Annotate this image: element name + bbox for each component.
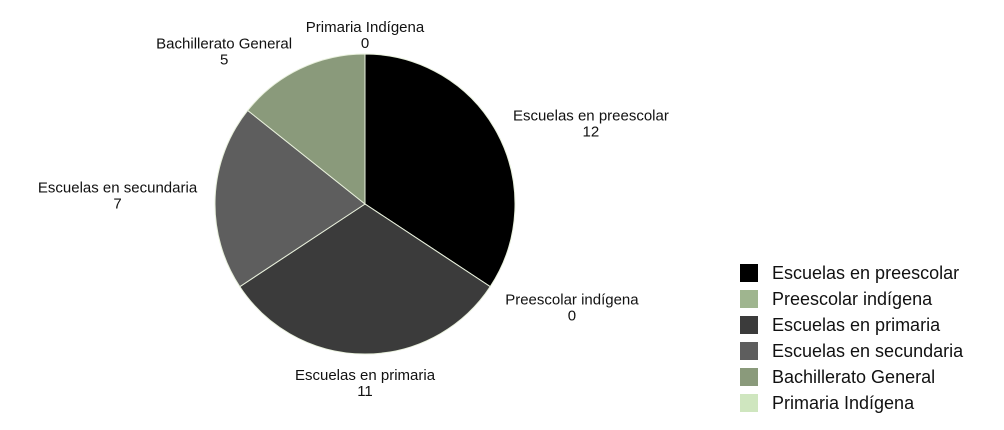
legend-swatch (740, 342, 758, 360)
pie-slice (247, 53, 366, 206)
legend-label: Escuelas en primaria (772, 315, 941, 335)
pie-slice (214, 109, 366, 288)
slice-category: Primaria Indígena (306, 19, 425, 36)
legend-label: Primaria Indígena (772, 393, 915, 413)
slice-value: 7 (113, 195, 121, 212)
slice-category: Preescolar indígena (505, 292, 639, 309)
legend-swatch (740, 316, 758, 334)
slice-value: 11 (357, 383, 373, 400)
slice-category: Escuelas en primaria (295, 367, 436, 384)
legend-swatch (740, 394, 758, 412)
slice-value: 12 (583, 123, 600, 140)
legend-swatch (740, 290, 758, 308)
slice-value: 0 (568, 308, 576, 325)
pie-slice (239, 203, 491, 355)
slice-category: Bachillerato General (156, 36, 292, 53)
slice-category: Escuelas en secundaria (38, 179, 198, 196)
legend-label: Preescolar indígena (772, 289, 933, 309)
legend-swatch (740, 264, 758, 282)
slice-category: Escuelas en preescolar (513, 107, 669, 124)
legend-label: Escuelas en preescolar (772, 263, 959, 283)
legend-label: Bachillerato General (772, 367, 935, 387)
slice-value: 0 (361, 35, 369, 52)
legend-label: Escuelas en secundaria (772, 341, 964, 361)
legend-swatch (740, 368, 758, 386)
slice-value: 5 (220, 52, 228, 69)
